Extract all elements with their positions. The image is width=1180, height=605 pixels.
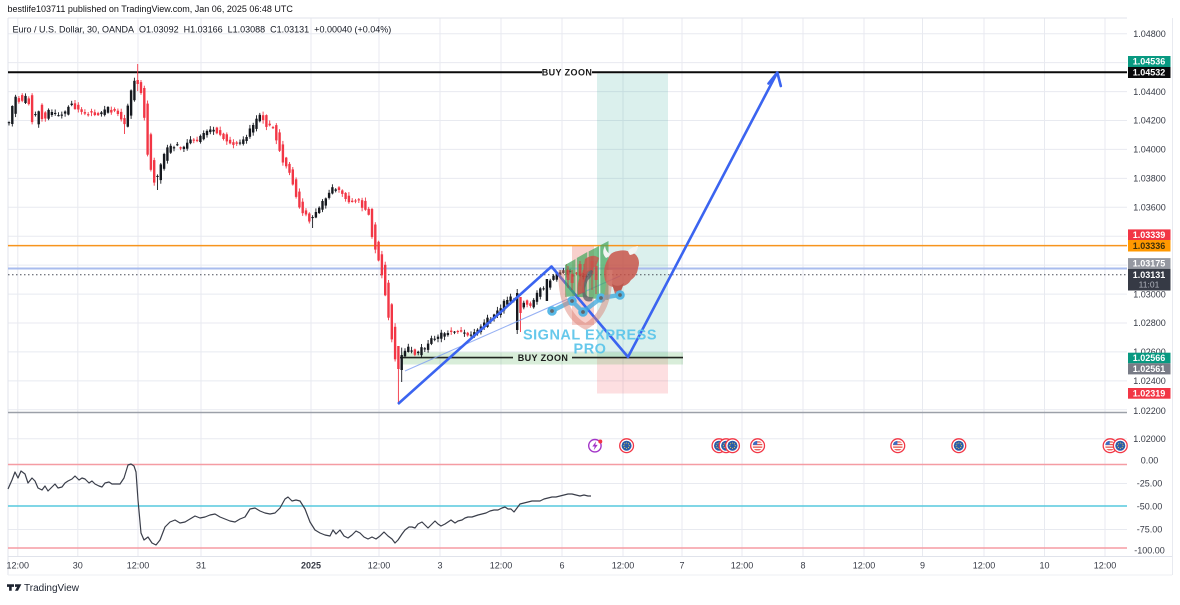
svg-text:-50.00: -50.00 bbox=[1137, 502, 1163, 512]
svg-text:12:00: 12:00 bbox=[7, 561, 30, 571]
svg-text:1.02400: 1.02400 bbox=[1133, 376, 1166, 386]
svg-text:1.03131: 1.03131 bbox=[1133, 270, 1166, 280]
svg-text:8: 8 bbox=[800, 561, 805, 571]
svg-text:SIGNAL EXPRESS: SIGNAL EXPRESS bbox=[523, 328, 657, 344]
svg-text:7: 7 bbox=[679, 561, 684, 571]
svg-text:6: 6 bbox=[559, 561, 564, 571]
svg-text:11:01: 11:01 bbox=[1139, 279, 1160, 289]
svg-text:9: 9 bbox=[920, 561, 925, 571]
svg-text:BUY ZOON: BUY ZOON bbox=[518, 353, 569, 363]
svg-text:1.04000: 1.04000 bbox=[1133, 145, 1166, 155]
svg-text:12:00: 12:00 bbox=[612, 561, 635, 571]
svg-text:1.03339: 1.03339 bbox=[1133, 230, 1166, 240]
svg-text:12:00: 12:00 bbox=[127, 561, 150, 571]
svg-text:1.02200: 1.02200 bbox=[1133, 406, 1166, 416]
svg-text:30: 30 bbox=[73, 561, 83, 571]
svg-text:1.02561: 1.02561 bbox=[1133, 364, 1166, 374]
svg-text:0.00: 0.00 bbox=[1141, 456, 1159, 466]
svg-text:12:00: 12:00 bbox=[368, 561, 391, 571]
svg-text:2025: 2025 bbox=[301, 561, 321, 571]
svg-text:1.02319: 1.02319 bbox=[1133, 389, 1166, 399]
svg-text:12:00: 12:00 bbox=[1094, 561, 1117, 571]
svg-text:1.03336: 1.03336 bbox=[1133, 241, 1166, 251]
svg-text:1.04800: 1.04800 bbox=[1133, 29, 1166, 39]
svg-text:1.04532: 1.04532 bbox=[1133, 68, 1166, 78]
svg-text:1.02800: 1.02800 bbox=[1133, 318, 1166, 328]
svg-text:TradingView: TradingView bbox=[24, 583, 80, 594]
svg-text:1.04400: 1.04400 bbox=[1133, 87, 1166, 97]
svg-text:1.04200: 1.04200 bbox=[1133, 116, 1166, 126]
svg-text:1.03175: 1.03175 bbox=[1133, 259, 1166, 269]
svg-text:1.03000: 1.03000 bbox=[1133, 289, 1166, 299]
svg-text:-100.00: -100.00 bbox=[1134, 546, 1165, 556]
svg-text:1.03800: 1.03800 bbox=[1133, 174, 1166, 184]
svg-text:1.02000: 1.02000 bbox=[1133, 434, 1166, 444]
svg-text:-75.00: -75.00 bbox=[1137, 525, 1163, 535]
svg-text:BUY ZOON: BUY ZOON bbox=[542, 67, 593, 77]
svg-text:31: 31 bbox=[196, 561, 206, 571]
svg-text:12:00: 12:00 bbox=[973, 561, 996, 571]
svg-text:PRO: PRO bbox=[574, 342, 607, 358]
svg-text:12:00: 12:00 bbox=[853, 561, 876, 571]
svg-text:1.02566: 1.02566 bbox=[1133, 353, 1166, 363]
svg-text:3: 3 bbox=[437, 561, 442, 571]
svg-text:1.03600: 1.03600 bbox=[1133, 203, 1166, 213]
svg-text:12:00: 12:00 bbox=[490, 561, 513, 571]
svg-text:Euro / U.S. Dollar, 30, OANDA: Euro / U.S. Dollar, 30, OANDA O1.03092 H… bbox=[13, 25, 392, 35]
svg-text:1.04536: 1.04536 bbox=[1133, 57, 1166, 67]
svg-text:12:00: 12:00 bbox=[731, 561, 754, 571]
svg-text:bestlife103711 published on Tr: bestlife103711 published on TradingView.… bbox=[8, 4, 294, 14]
svg-text:1.02600: 1.02600 bbox=[1133, 347, 1166, 357]
svg-text:-25.00: -25.00 bbox=[1137, 479, 1163, 489]
svg-text:10: 10 bbox=[1039, 561, 1049, 571]
